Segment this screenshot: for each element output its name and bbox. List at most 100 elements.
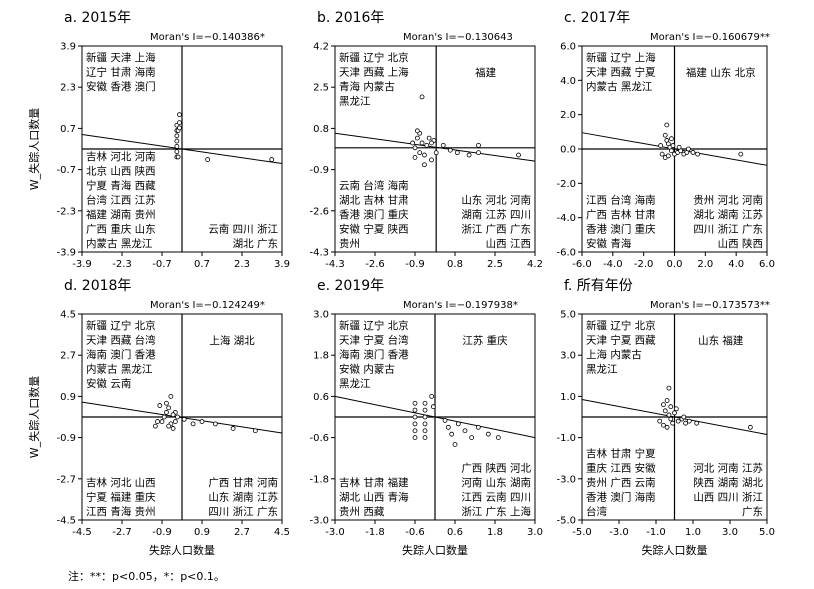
- data-point: [666, 385, 672, 391]
- quadrant-lh-label: 安徽 内蒙古: [339, 363, 395, 376]
- data-point: [495, 435, 501, 441]
- quadrant-hl-label: 山东 湖南 江苏: [208, 491, 278, 504]
- data-point: [161, 414, 167, 420]
- data-point: [690, 150, 696, 155]
- moran-index: Moran's I=−0.124249*: [150, 300, 265, 311]
- x-tick-label: -1.8: [365, 527, 385, 538]
- data-point: [668, 404, 674, 410]
- quadrant-lh-label: 黑龙江: [586, 363, 618, 376]
- y-tick-label: 0.9: [60, 392, 76, 403]
- data-point: [462, 428, 468, 434]
- x-tick-label: 3.9: [274, 259, 290, 270]
- x-tick-label: -0.9: [152, 527, 172, 538]
- data-point: [174, 149, 180, 155]
- regression-line: [334, 132, 536, 162]
- quadrant-ll-label: 湖北 吉林 甘肃: [339, 194, 409, 207]
- quadrant-ll-label: 宁夏 福建 重庆: [86, 491, 156, 504]
- footnote: 注：**：p<0.05，*：p<0.1。: [68, 570, 225, 583]
- data-point: [447, 147, 453, 153]
- data-point: [168, 393, 174, 399]
- y-tick-label: 6.0: [560, 42, 576, 53]
- y-tick-label: 4.2: [313, 42, 329, 53]
- data-point: [661, 422, 666, 428]
- quadrant-ll-label: 内蒙古 黑龙江: [86, 237, 153, 250]
- x-tick-label: 4.5: [274, 527, 290, 538]
- data-point: [429, 393, 435, 399]
- data-point: [476, 142, 481, 148]
- quadrant-ll-label: 台湾: [586, 505, 607, 518]
- y-tick-label: -2.7: [56, 474, 76, 485]
- data-point: [422, 414, 428, 420]
- data-point: [152, 423, 158, 429]
- quadrant-ll-label: 吉林 河北 河南: [86, 150, 156, 163]
- quadrant-hl-label: 云南 四川 浙江: [208, 223, 278, 236]
- chart-title: f. 所有年份: [564, 278, 633, 294]
- quadrant-ll-label: 吉林 河北 山西: [86, 476, 156, 489]
- data-point: [412, 421, 418, 427]
- data-point: [449, 431, 455, 437]
- moran-index: Moran's I=−0.160679**: [650, 32, 770, 43]
- quadrant-hh-label: 山东 福建: [698, 334, 744, 347]
- data-point: [669, 148, 674, 154]
- x-tick-label: -2.0: [634, 259, 654, 270]
- quadrant-hh-label: 上海 湖北: [209, 334, 255, 347]
- chart-panel-3: c. 2017年 Moran's I=−0.160679** -6.0 -4.0 -2.…: [556, 10, 774, 270]
- data-point: [172, 419, 178, 424]
- data-point: [422, 400, 428, 406]
- x-tick-label: 5.0: [759, 527, 775, 538]
- x-tick-label: -5.0: [572, 527, 592, 538]
- quadrant-ll-label: 湖北 山西 青海: [339, 491, 409, 504]
- quadrant-lh-label: 新疆 辽宁 北京: [339, 51, 409, 64]
- y-tick-label: 0.0: [560, 145, 576, 156]
- data-point: [422, 407, 428, 413]
- data-point: [662, 408, 668, 414]
- regression-line: [581, 132, 768, 166]
- chart-title: e. 2019年: [317, 278, 384, 294]
- data-point: [175, 414, 180, 420]
- data-point: [664, 424, 670, 430]
- data-point: [424, 142, 430, 148]
- quadrant-hl-label: 浙江 广东 上海: [461, 505, 531, 518]
- quadrant-ll-label: 安徽 宁夏 陕西: [339, 223, 409, 236]
- data-point: [455, 421, 461, 427]
- data-point: [426, 135, 432, 141]
- data-point: [164, 410, 169, 415]
- y-tick-label: -1.0: [556, 433, 576, 444]
- data-point: [429, 140, 434, 146]
- quadrant-ll-label: 贵州: [339, 237, 360, 250]
- x-tick-label: 4.2: [527, 259, 543, 270]
- y-tick-label: -1.8: [309, 474, 329, 485]
- data-point: [412, 435, 418, 441]
- quadrant-ll-label: 广西 重庆 山东: [86, 223, 156, 236]
- data-point: [412, 407, 418, 413]
- y-tick-label: -3.0: [556, 474, 576, 485]
- data-point: [476, 150, 481, 156]
- data-point: [661, 402, 666, 408]
- x-tick-label: -2.3: [112, 259, 132, 270]
- x-tick-label: 4.0: [728, 259, 744, 270]
- data-point: [664, 398, 670, 403]
- quadrant-hl-label: 湖北 广东: [233, 237, 278, 250]
- data-point: [422, 435, 428, 441]
- quadrant-hl-label: 广东: [742, 505, 763, 518]
- quadrant-lh-label: 青海 内蒙古: [339, 80, 395, 93]
- data-point: [174, 143, 180, 149]
- quadrant-hl-label: 河北 河南 江苏: [693, 462, 763, 475]
- data-point: [190, 421, 196, 427]
- quadrant-ll-label: 安徽 青海: [586, 237, 632, 250]
- data-point: [475, 424, 481, 430]
- quadrant-lh-label: 安徽 香港 澳门: [86, 80, 156, 93]
- quadrant-lh-label: 黑龙江: [339, 95, 371, 108]
- quadrant-hl-label: 河南 山东 湖南: [461, 476, 531, 489]
- quadrant-ll-label: 江西 青海 贵州: [86, 505, 156, 518]
- quadrant-ll-label: 香港 澳门 重庆: [586, 223, 656, 236]
- data-point: [665, 153, 671, 159]
- data-point: [429, 157, 434, 163]
- data-point: [269, 157, 275, 162]
- x-tick-label: -4.0: [603, 259, 623, 270]
- y-tick-label: 3.9: [60, 42, 76, 53]
- data-point: [412, 414, 418, 420]
- chart-panel-5: e. 2019年 Moran's I=−0.197938* -3.0 -1.8 -0.6…: [309, 278, 542, 557]
- x-axis-label: 失踪人口数量: [149, 543, 215, 557]
